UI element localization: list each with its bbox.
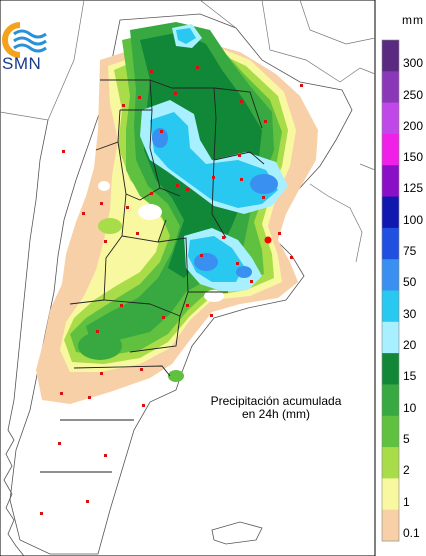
legend-frame <box>381 39 400 542</box>
smn-logo-text: SMN <box>2 54 42 73</box>
dry-spot-3 <box>98 181 110 191</box>
legend-swatch <box>382 71 399 104</box>
rain-band-30-top <box>176 28 196 44</box>
legend-label: 2 <box>403 463 410 478</box>
legend-label: 1 <box>403 494 410 509</box>
legend-swatch <box>382 259 399 291</box>
legend-label: 250 <box>403 87 424 102</box>
legend-unit: mm <box>402 13 424 27</box>
legend-label: 150 <box>403 150 424 165</box>
legend-swatch <box>382 353 399 385</box>
smn-logo-icon <box>2 22 50 58</box>
legend-swatch <box>382 227 399 260</box>
rain-band-30-north <box>150 112 278 208</box>
legend-label: 200 <box>403 118 424 133</box>
legend-swatch <box>382 133 399 166</box>
legend-swatch <box>382 165 399 198</box>
legend-label: 75 <box>403 244 417 259</box>
tierra-del-fuego <box>211 521 263 545</box>
legend-swatch <box>382 384 399 417</box>
rain-band-50-core-b <box>250 174 278 194</box>
rain-band-2-west <box>98 218 122 234</box>
legend-label: 30 <box>403 306 417 321</box>
legend-swatch <box>382 290 399 323</box>
legend-swatch <box>382 447 399 479</box>
rain-band-50-core-d <box>236 266 252 278</box>
legend-label: 5 <box>403 431 410 446</box>
legend-swatch <box>382 102 399 135</box>
legend-swatch <box>382 40 399 72</box>
chile-coastline <box>3 119 49 556</box>
legend-label: 100 <box>403 212 424 227</box>
legend-label: 15 <box>403 369 417 384</box>
legend-swatch <box>382 321 399 354</box>
legend-swatch <box>382 509 399 542</box>
legend-swatch <box>382 196 399 229</box>
station-markers <box>40 66 303 515</box>
legend-label: 125 <box>403 181 424 196</box>
legend-label: 10 <box>403 400 417 415</box>
rain-band-50-core-c <box>152 128 168 148</box>
buenos-aires-marker <box>264 236 272 244</box>
neighbor-boundaries <box>0 0 376 263</box>
legend-label: 20 <box>403 338 417 353</box>
legend-label: 300 <box>403 56 424 71</box>
dry-spot-1 <box>138 204 162 220</box>
legend-label: 0.1 <box>403 525 420 540</box>
legend-label: 50 <box>403 275 417 290</box>
legend-color-bar <box>382 40 399 542</box>
rain-band-5-coast <box>168 370 184 382</box>
legend-swatch <box>382 415 399 448</box>
map-annotation-title: Precipitación acumulada <box>210 394 342 408</box>
legend-swatch <box>382 478 399 511</box>
rain-band-10-patagonia <box>78 332 122 360</box>
map-annotation-subtitle: en 24h (mm) <box>241 407 311 421</box>
rain-band-50-core-a <box>194 253 218 271</box>
dry-spot-2 <box>204 290 224 302</box>
